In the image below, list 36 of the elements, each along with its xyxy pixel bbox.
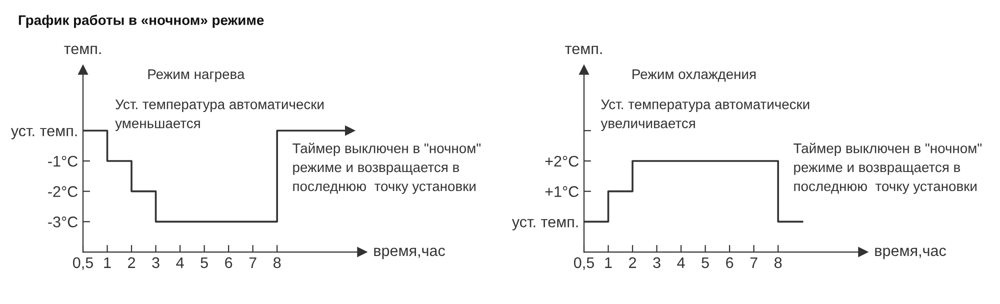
x-tick-label: 5 — [200, 257, 208, 268]
x-tick-label: 7 — [750, 257, 758, 268]
x-tick-label: 3 — [653, 257, 660, 268]
annotation: Режим нагрева — [148, 69, 245, 82]
x-tick-label: 5 — [702, 257, 709, 268]
x-tick-label: 6 — [726, 257, 734, 268]
x-tick-label: 0,5 — [72, 257, 93, 270]
x-tick-label: 6 — [225, 257, 232, 268]
annotation: Уст. температура автоматически уменьшается — [115, 100, 324, 131]
annotation: Таймер выключен в "ночном" режиме и возвращается в последнюю точку установки — [794, 142, 982, 194]
x-tick-label: 3 — [152, 257, 160, 268]
annotation: Уст. температура автоматически увеличивается — [600, 100, 810, 131]
x-tick-label: 7 — [249, 257, 256, 268]
x-axis-title: время,час — [875, 248, 946, 260]
y-axis-title: темп. — [565, 46, 602, 54]
y-axis-title: темп. — [64, 46, 101, 54]
y-tick-label: +2°C — [545, 156, 579, 167]
x-tick-label: 4 — [176, 257, 184, 268]
annotation: Режим охлаждения — [632, 69, 756, 82]
y-tick-label: +1°C — [545, 186, 579, 198]
annotation: Таймер выключен в "ночном" режиме и возвращается в последнюю точку установки — [292, 142, 481, 194]
x-tick-label: 1 — [104, 257, 111, 268]
x-tick-label: 2 — [128, 257, 136, 268]
chart-title: График работы в «ночном» режиме — [18, 14, 264, 28]
y-tick-label: -3°C — [48, 216, 78, 228]
x-tick-label: 4 — [677, 257, 685, 268]
x-tick-label: 8 — [774, 257, 782, 268]
x-tick-label: 2 — [629, 257, 636, 268]
y-tick-label: уст. темп. — [10, 128, 77, 140]
x-tick-label: 1 — [605, 257, 612, 268]
y-tick-label: -1°C — [48, 156, 78, 167]
x-axis-title: время,час — [374, 248, 445, 260]
y-tick-label: -2°C — [48, 186, 78, 198]
x-tick-label: 0,5 — [574, 257, 594, 270]
y-tick-label: уст. темп. — [512, 218, 578, 230]
x-tick-label: 8 — [274, 257, 281, 268]
